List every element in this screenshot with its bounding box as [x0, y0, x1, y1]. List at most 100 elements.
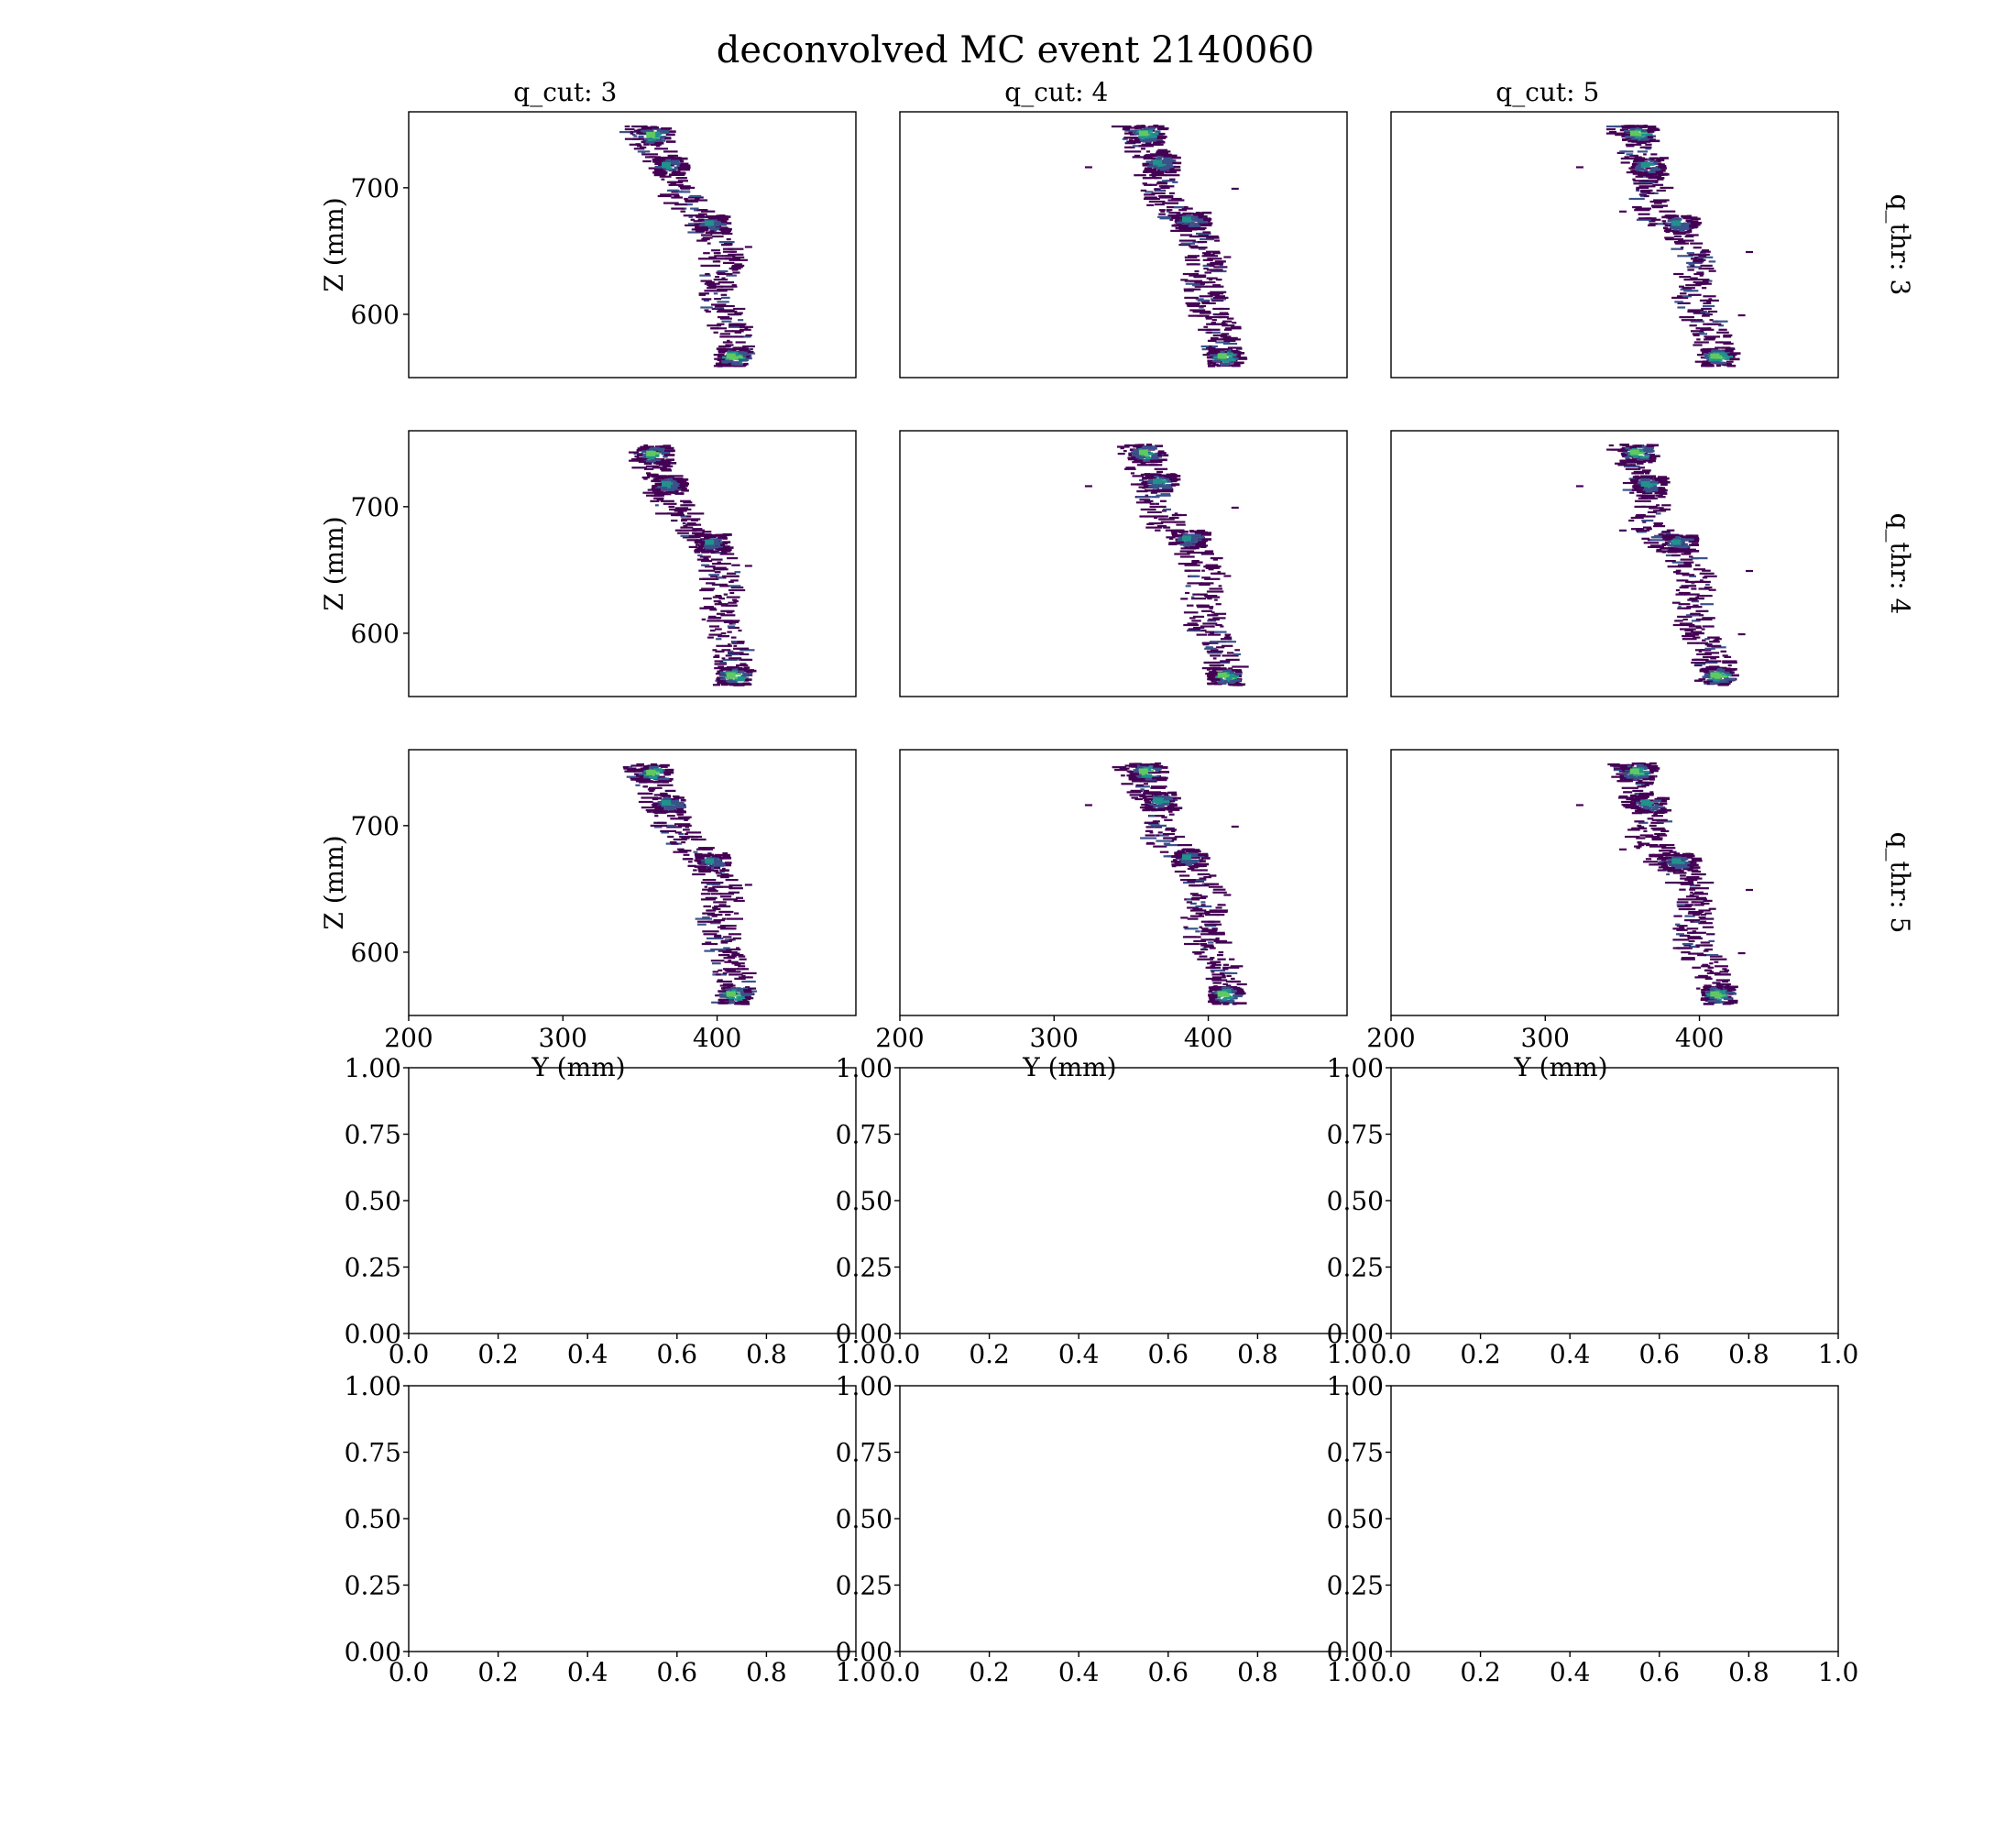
track-hit: [729, 324, 745, 327]
track-hit: [1189, 617, 1196, 620]
hotspot-cell: [704, 533, 713, 537]
track-hit: [1168, 813, 1175, 816]
track-hit: [1693, 912, 1698, 915]
hotspot-cell: [719, 869, 729, 872]
hotspot-cell: [717, 365, 723, 368]
track-hit: [1701, 965, 1711, 968]
hotspot-cell: [1156, 155, 1167, 159]
track-hit: [1206, 250, 1221, 253]
hotspot-cell: [663, 459, 670, 463]
hotspot-cell: [720, 230, 730, 234]
track-hit: [1629, 491, 1635, 494]
track-hit: [1152, 820, 1157, 823]
hotspot-cell: [1177, 850, 1185, 853]
hotspot-cell: [1651, 808, 1659, 811]
track-hit: [1679, 622, 1693, 625]
track-hit: [1149, 831, 1154, 834]
track-hit: [1201, 642, 1219, 644]
track-hit: [1149, 815, 1156, 818]
hotspot-cell: [1177, 539, 1183, 542]
track-hit: [646, 810, 652, 813]
track-hit: [1124, 129, 1140, 132]
track-hit: [701, 210, 716, 213]
track-hit: [1694, 679, 1704, 682]
hotspot-cell: [655, 142, 664, 145]
hotspot-cell: [1635, 477, 1645, 480]
hotspot-cell: [1192, 226, 1200, 230]
hotspot-cell: [724, 668, 732, 671]
track-hit: [1675, 588, 1680, 592]
track-hit: [1201, 569, 1205, 572]
hotspot-cell: [1162, 487, 1173, 489]
hotspot-cell: [1166, 807, 1174, 809]
hotspot-cell: [1188, 215, 1199, 219]
track-hit: [1698, 255, 1707, 258]
track-hit: [1217, 958, 1226, 960]
track-hit: [718, 601, 722, 604]
track-hit: [726, 362, 736, 365]
track-hit: [734, 263, 742, 266]
hotspot-cell: [1665, 853, 1677, 857]
track-hit: [678, 185, 691, 188]
track-hit: [684, 197, 688, 201]
hotspot-cell: [673, 172, 681, 176]
hotspot-cell: [1156, 489, 1162, 492]
track-hit: [688, 534, 698, 537]
track-hit: [1683, 944, 1692, 947]
hotspot-cell: [1691, 863, 1699, 867]
hotspot-cell: [700, 859, 706, 862]
track-hit: [1690, 277, 1698, 280]
track-hit: [1704, 954, 1719, 957]
hotspot-cell: [1726, 680, 1733, 684]
track-hit: [1135, 785, 1150, 788]
track-hit: [1223, 971, 1238, 974]
track-hit: [1204, 271, 1211, 274]
track-hit: [1210, 625, 1215, 628]
track-hit: [1232, 665, 1249, 668]
hotspot-cell: [740, 675, 746, 677]
hotspot-cell: [1667, 540, 1671, 543]
track-hit: [1213, 998, 1221, 1001]
track-hit: [733, 600, 739, 603]
track-hit: [1196, 633, 1208, 636]
track-hit: [1659, 850, 1673, 852]
hotspot-cell: [1208, 993, 1214, 996]
hotspot-cell: [1217, 681, 1225, 685]
track-hit: [1632, 178, 1636, 181]
track-hit: [1187, 867, 1195, 870]
track-hit: [1684, 290, 1699, 292]
track-hit: [1707, 310, 1718, 313]
hotspot-cell: [1638, 796, 1647, 799]
hotspot-cell: [1708, 352, 1714, 355]
track-hit: [1187, 582, 1203, 585]
hotspot-cell: [1173, 861, 1178, 863]
panel-5: [899, 430, 1348, 697]
track-hit: [1209, 909, 1218, 912]
track-hit: [1197, 606, 1214, 609]
track-hit: [1179, 874, 1190, 877]
hotspot-cell: [643, 448, 652, 452]
track-hit: [718, 954, 730, 957]
y-tick-label: 600: [351, 619, 400, 649]
track-hit: [642, 785, 647, 788]
hotspot-cell: [1631, 137, 1639, 141]
hotspot-cell: [1636, 169, 1647, 171]
track-hit: [1195, 285, 1208, 288]
hotspot-cell: [707, 867, 711, 870]
hotspot-cell: [1722, 355, 1734, 358]
hotspot-cell: [1158, 771, 1170, 774]
track-hit: [1162, 180, 1176, 182]
hotspot-cell: [1145, 774, 1153, 777]
hotspot-cell: [1224, 672, 1232, 675]
track-hit: [1671, 247, 1683, 250]
track-hit: [724, 969, 736, 971]
hotspot-cell: [1688, 861, 1693, 863]
hotspot-cell: [1637, 448, 1643, 452]
track-hit: [1149, 174, 1167, 177]
hotspot-cell: [1171, 794, 1178, 796]
track-hit: [1186, 229, 1192, 232]
hotspot-cell: [1153, 141, 1161, 145]
track-hit: [693, 869, 697, 872]
hotspot-cell: [1687, 864, 1694, 867]
track-hit: [1642, 521, 1647, 523]
